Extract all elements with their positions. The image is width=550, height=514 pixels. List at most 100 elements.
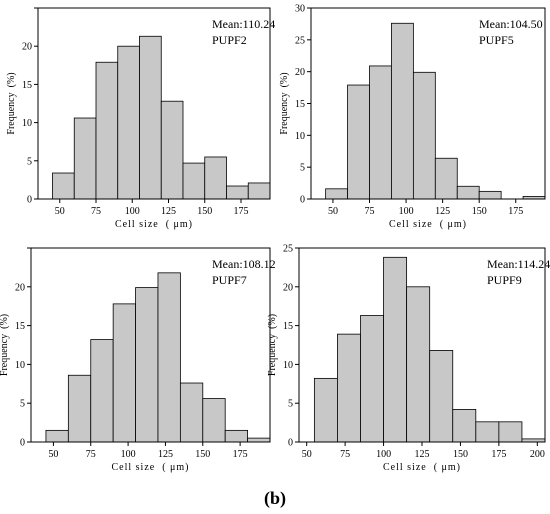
x-tick-label: 75 [91, 206, 101, 217]
y-tick-label: 0 [20, 438, 25, 449]
x-tick-label: 175 [234, 206, 249, 217]
y-axis-label: Frequency (%) [0, 314, 10, 376]
histogram-bar [160, 100, 184, 200]
sample-annotation: PUPF9 [487, 273, 522, 287]
sample-annotation: PUPF2 [212, 33, 247, 47]
y-axis-label: Frequency (%) [279, 72, 290, 134]
sample-annotation: PUPF5 [479, 33, 514, 47]
x-tick-label: 100 [376, 449, 391, 460]
histogram-bar [135, 287, 159, 443]
histogram-bar [139, 35, 162, 200]
histogram-bar [73, 117, 97, 200]
y-tick-label: 15 [283, 321, 293, 332]
x-axis-label: Cell size ( μm) [383, 462, 461, 473]
histogram-bar [383, 256, 408, 443]
mean-annotation: Mean:108.12 [212, 257, 276, 271]
mean-annotation: Mean:114.24 [487, 257, 550, 271]
y-tick-label: 15 [295, 99, 305, 110]
y-tick-label: 0 [288, 438, 293, 449]
sample-annotation: PUPF7 [212, 273, 247, 287]
y-tick-label: 5 [20, 399, 25, 410]
histogram-bar [52, 172, 75, 200]
x-tick-label: 150 [197, 206, 212, 217]
histogram-bar [498, 421, 523, 443]
histogram-bar [247, 437, 271, 443]
x-axis-label: Cell size ( μm) [115, 219, 193, 230]
histogram-bar [360, 315, 384, 443]
histogram-pupf2: 50 75 100 125 150 175 0 5 10 15 20 Cell size ( μm) F… [6, 7, 275, 230]
y-tick-label: 10 [283, 360, 293, 371]
y-tick-label: 0 [300, 195, 305, 206]
histogram-bar [391, 22, 414, 200]
histogram-pupf5: 50 75 100 125 150 175 0 5 10 15 20 25 30 Cell size ( … [279, 4, 546, 230]
x-tick-label: 150 [472, 206, 487, 217]
histogram-bar [475, 421, 500, 443]
x-axis-label: Cell size ( μm) [389, 219, 467, 230]
x-tick-label: 75 [365, 206, 375, 217]
plot-frame [37, 7, 271, 200]
histogram-bar [313, 377, 338, 443]
histogram-bar [117, 45, 140, 200]
y-tick-label: 10 [295, 131, 305, 142]
x-tick-label: 175 [508, 206, 523, 217]
x-tick-label: 175 [491, 449, 506, 460]
histogram-bar [337, 333, 361, 443]
x-axis-label: Cell size ( μm) [111, 462, 189, 473]
x-tick-label: 50 [328, 206, 338, 217]
y-tick-label: 20 [22, 42, 32, 53]
x-tick-label: 175 [233, 449, 248, 460]
x-tick-label: 100 [399, 206, 414, 217]
mean-annotation: Mean:110.24 [212, 17, 275, 31]
y-axis-label: Frequency (%) [6, 72, 17, 134]
y-tick-label: 25 [283, 244, 293, 255]
histogram-bar [247, 182, 271, 200]
y-tick-label: 15 [15, 321, 25, 332]
y-tick-label: 30 [295, 4, 305, 15]
x-tick-label: 75 [86, 449, 96, 460]
histogram-bar [157, 272, 181, 443]
histogram-bar [406, 286, 431, 443]
mean-annotation: Mean:104.50 [479, 17, 543, 31]
x-tick-label: 50 [48, 449, 58, 460]
histogram-bar [182, 162, 206, 200]
figure-caption: (b) [264, 488, 286, 508]
histogram-bar [45, 429, 69, 443]
histogram-bar [224, 429, 249, 443]
histogram-bar [325, 188, 348, 200]
histogram-bar [112, 303, 136, 443]
y-tick-label: 15 [22, 80, 32, 91]
histogram-bar [202, 398, 226, 443]
x-tick-label: 125 [161, 206, 176, 217]
x-tick-label: 100 [121, 449, 136, 460]
histogram-bar [478, 190, 502, 200]
y-tick-label: 20 [295, 67, 305, 78]
y-tick-label: 5 [288, 399, 293, 410]
histogram-pupf7: 50 75 100 125 150 175 0 5 10 15 20 Cell size ( μm) F… [0, 247, 276, 473]
histogram-bar [95, 61, 119, 200]
y-tick-label: 5 [27, 156, 32, 167]
histogram-bar [204, 156, 227, 200]
histogram-bar [90, 339, 114, 443]
x-tick-label: 200 [530, 449, 545, 460]
y-tick-label: 0 [27, 195, 32, 206]
y-tick-label: 20 [15, 282, 25, 293]
histogram-bar [452, 409, 477, 443]
histogram-bar [429, 350, 454, 443]
histogram-bar [434, 157, 458, 200]
histogram-pupf9: 50 75 100 125 150 175 200 0 5 10 15 20 25 Cell size (… [267, 244, 550, 474]
histogram-bar [456, 185, 480, 200]
y-tick-label: 20 [283, 282, 293, 293]
histogram-bar [179, 382, 204, 443]
x-tick-label: 125 [415, 449, 430, 460]
histogram-bar [226, 185, 249, 200]
x-tick-label: 75 [340, 449, 350, 460]
x-tick-label: 100 [125, 206, 140, 217]
plot-frame [30, 247, 271, 443]
histogram-bar [347, 84, 370, 200]
x-tick-label: 150 [195, 449, 210, 460]
y-tick-label: 25 [295, 35, 305, 46]
histogram-bar [67, 374, 92, 443]
x-tick-label: 50 [55, 206, 65, 217]
x-tick-label: 125 [158, 449, 173, 460]
